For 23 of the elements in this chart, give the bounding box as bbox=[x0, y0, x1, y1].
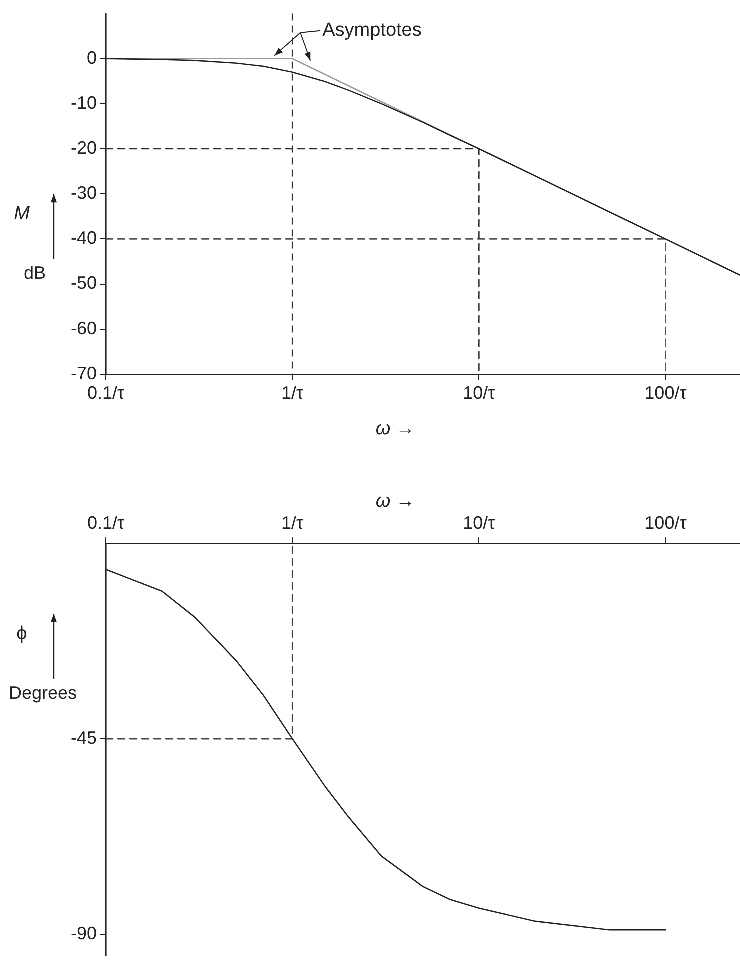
y-tick-label: 0 bbox=[87, 48, 98, 68]
text: ϕ Degrees bbox=[8, 623, 78, 704]
x-tick-label: 10/τ bbox=[463, 512, 496, 533]
annotation: Asymptotes bbox=[322, 20, 422, 42]
x-axis-title: ω → bbox=[376, 490, 415, 512]
text: M dB bbox=[14, 203, 46, 284]
y-tick-label: -10 bbox=[71, 92, 98, 113]
y-tick-label: -20 bbox=[71, 138, 98, 158]
y-tick-label: -30 bbox=[71, 183, 98, 204]
x-tick-label: 100/τ bbox=[644, 512, 687, 533]
y-tick-label: -70 bbox=[71, 363, 98, 384]
y-tick-label: -40 bbox=[71, 228, 98, 248]
x-tick-label: 100/τ bbox=[644, 383, 687, 404]
y-tick-label: -45 bbox=[71, 728, 98, 748]
y-tick-label: -60 bbox=[71, 318, 98, 338]
x-axis-title: ω → bbox=[376, 418, 415, 440]
x-tick-label: 0.1/τ bbox=[87, 383, 125, 404]
x-tick-label: 1/τ bbox=[282, 383, 304, 404]
x-tick-label: 1/τ bbox=[282, 512, 304, 533]
y-tick-label: -50 bbox=[71, 273, 98, 294]
y-tick-label: -90 bbox=[71, 923, 98, 944]
x-tick-label: 0.1/τ bbox=[87, 512, 125, 533]
x-tick-label: 10/τ bbox=[463, 383, 496, 404]
